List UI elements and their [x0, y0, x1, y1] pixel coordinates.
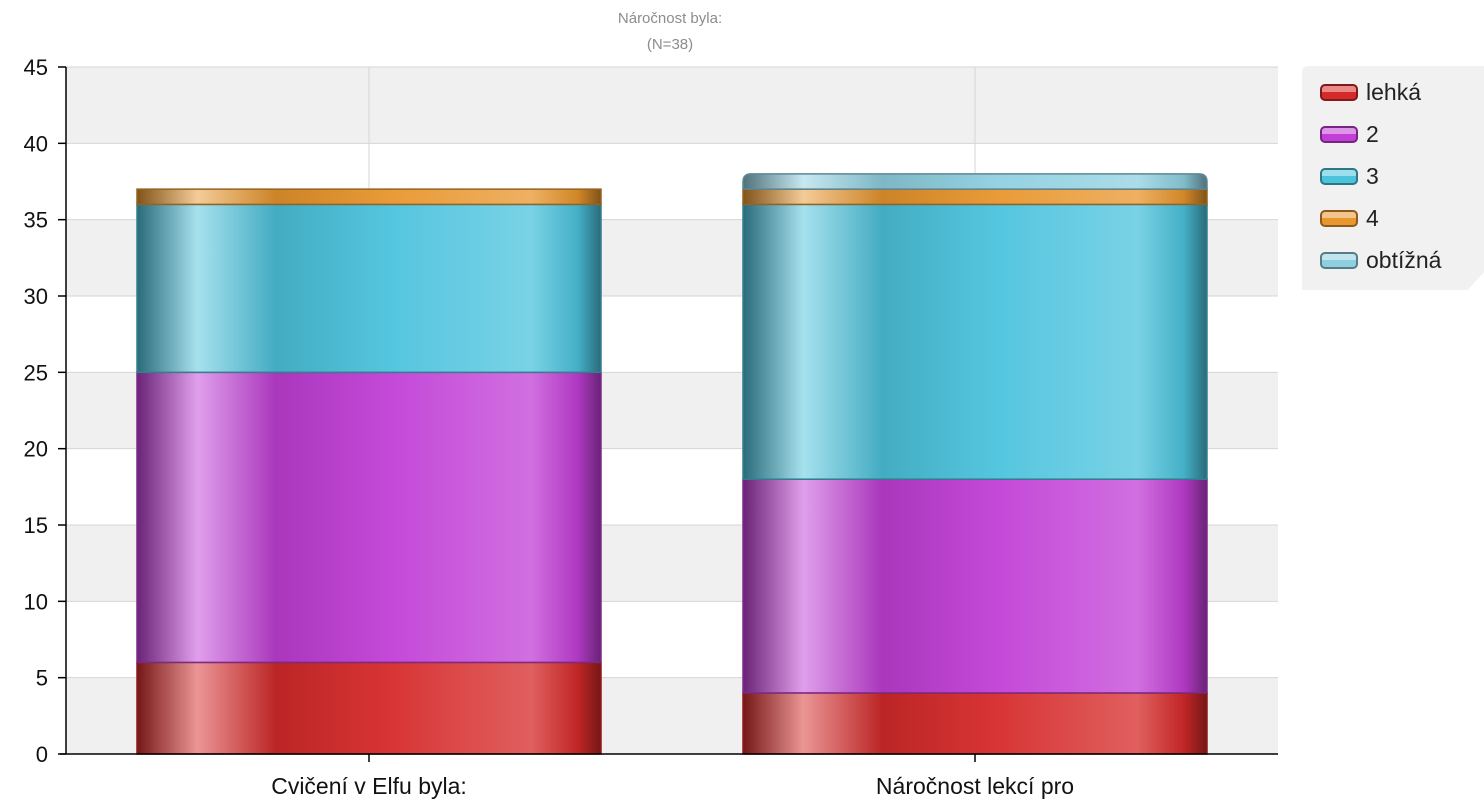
- legend-label: lehká: [1366, 78, 1421, 105]
- bar-segment: [136, 188, 602, 206]
- legend-label: 2: [1366, 120, 1379, 147]
- legend-item: 4: [1320, 202, 1379, 234]
- bar-segment: [136, 661, 602, 755]
- y-tick-label: 35: [24, 208, 48, 233]
- y-tick-label: 30: [24, 284, 48, 309]
- legend-swatch: [1320, 209, 1358, 227]
- legend-label: obtížná: [1366, 246, 1442, 273]
- legend-item: 3: [1320, 160, 1379, 192]
- legend-item: lehká: [1320, 76, 1421, 108]
- legend-swatch: [1320, 83, 1358, 101]
- x-tick-label: Náročnost lekcí pro: [876, 773, 1074, 799]
- y-tick-label: 20: [24, 437, 48, 462]
- chart-subtitle: (N=38): [646, 36, 694, 53]
- bar-segment: [742, 203, 1208, 480]
- legend-swatch: [1320, 167, 1358, 185]
- grid-band: [66, 67, 1278, 144]
- bar-segment: [742, 173, 1208, 190]
- legend-label: 4: [1366, 204, 1379, 231]
- chart-title: Náročnost byla:: [617, 10, 723, 27]
- y-tick-label: 5: [36, 666, 48, 691]
- y-tick-label: 15: [24, 513, 48, 538]
- legend-swatch: [1320, 251, 1358, 269]
- plot-area: 0 5 10 15 20 25 30 35 40 45 Cvičení v Elfu byla: Ná…: [24, 55, 1278, 799]
- y-tick-label: 10: [24, 589, 48, 614]
- legend-swatch: [1320, 125, 1358, 143]
- bar-segment: [136, 203, 602, 374]
- legend-item: obtížná: [1320, 244, 1441, 276]
- y-tick-label: 0: [36, 742, 48, 767]
- legend-item: 2: [1320, 118, 1379, 150]
- y-tick-label: 40: [24, 131, 48, 156]
- x-tick-label: Cvičení v Elfu byla:: [271, 773, 467, 799]
- legend-label: 3: [1366, 162, 1379, 189]
- legend: lehká 2 3 4 obtížná: [1302, 66, 1484, 290]
- bar-segment: [742, 478, 1208, 694]
- bar-segment: [742, 188, 1208, 206]
- bar-segment: [136, 371, 602, 664]
- y-tick-label: 25: [24, 360, 48, 385]
- y-tick-label: 45: [24, 55, 48, 80]
- bar-segment: [742, 692, 1208, 755]
